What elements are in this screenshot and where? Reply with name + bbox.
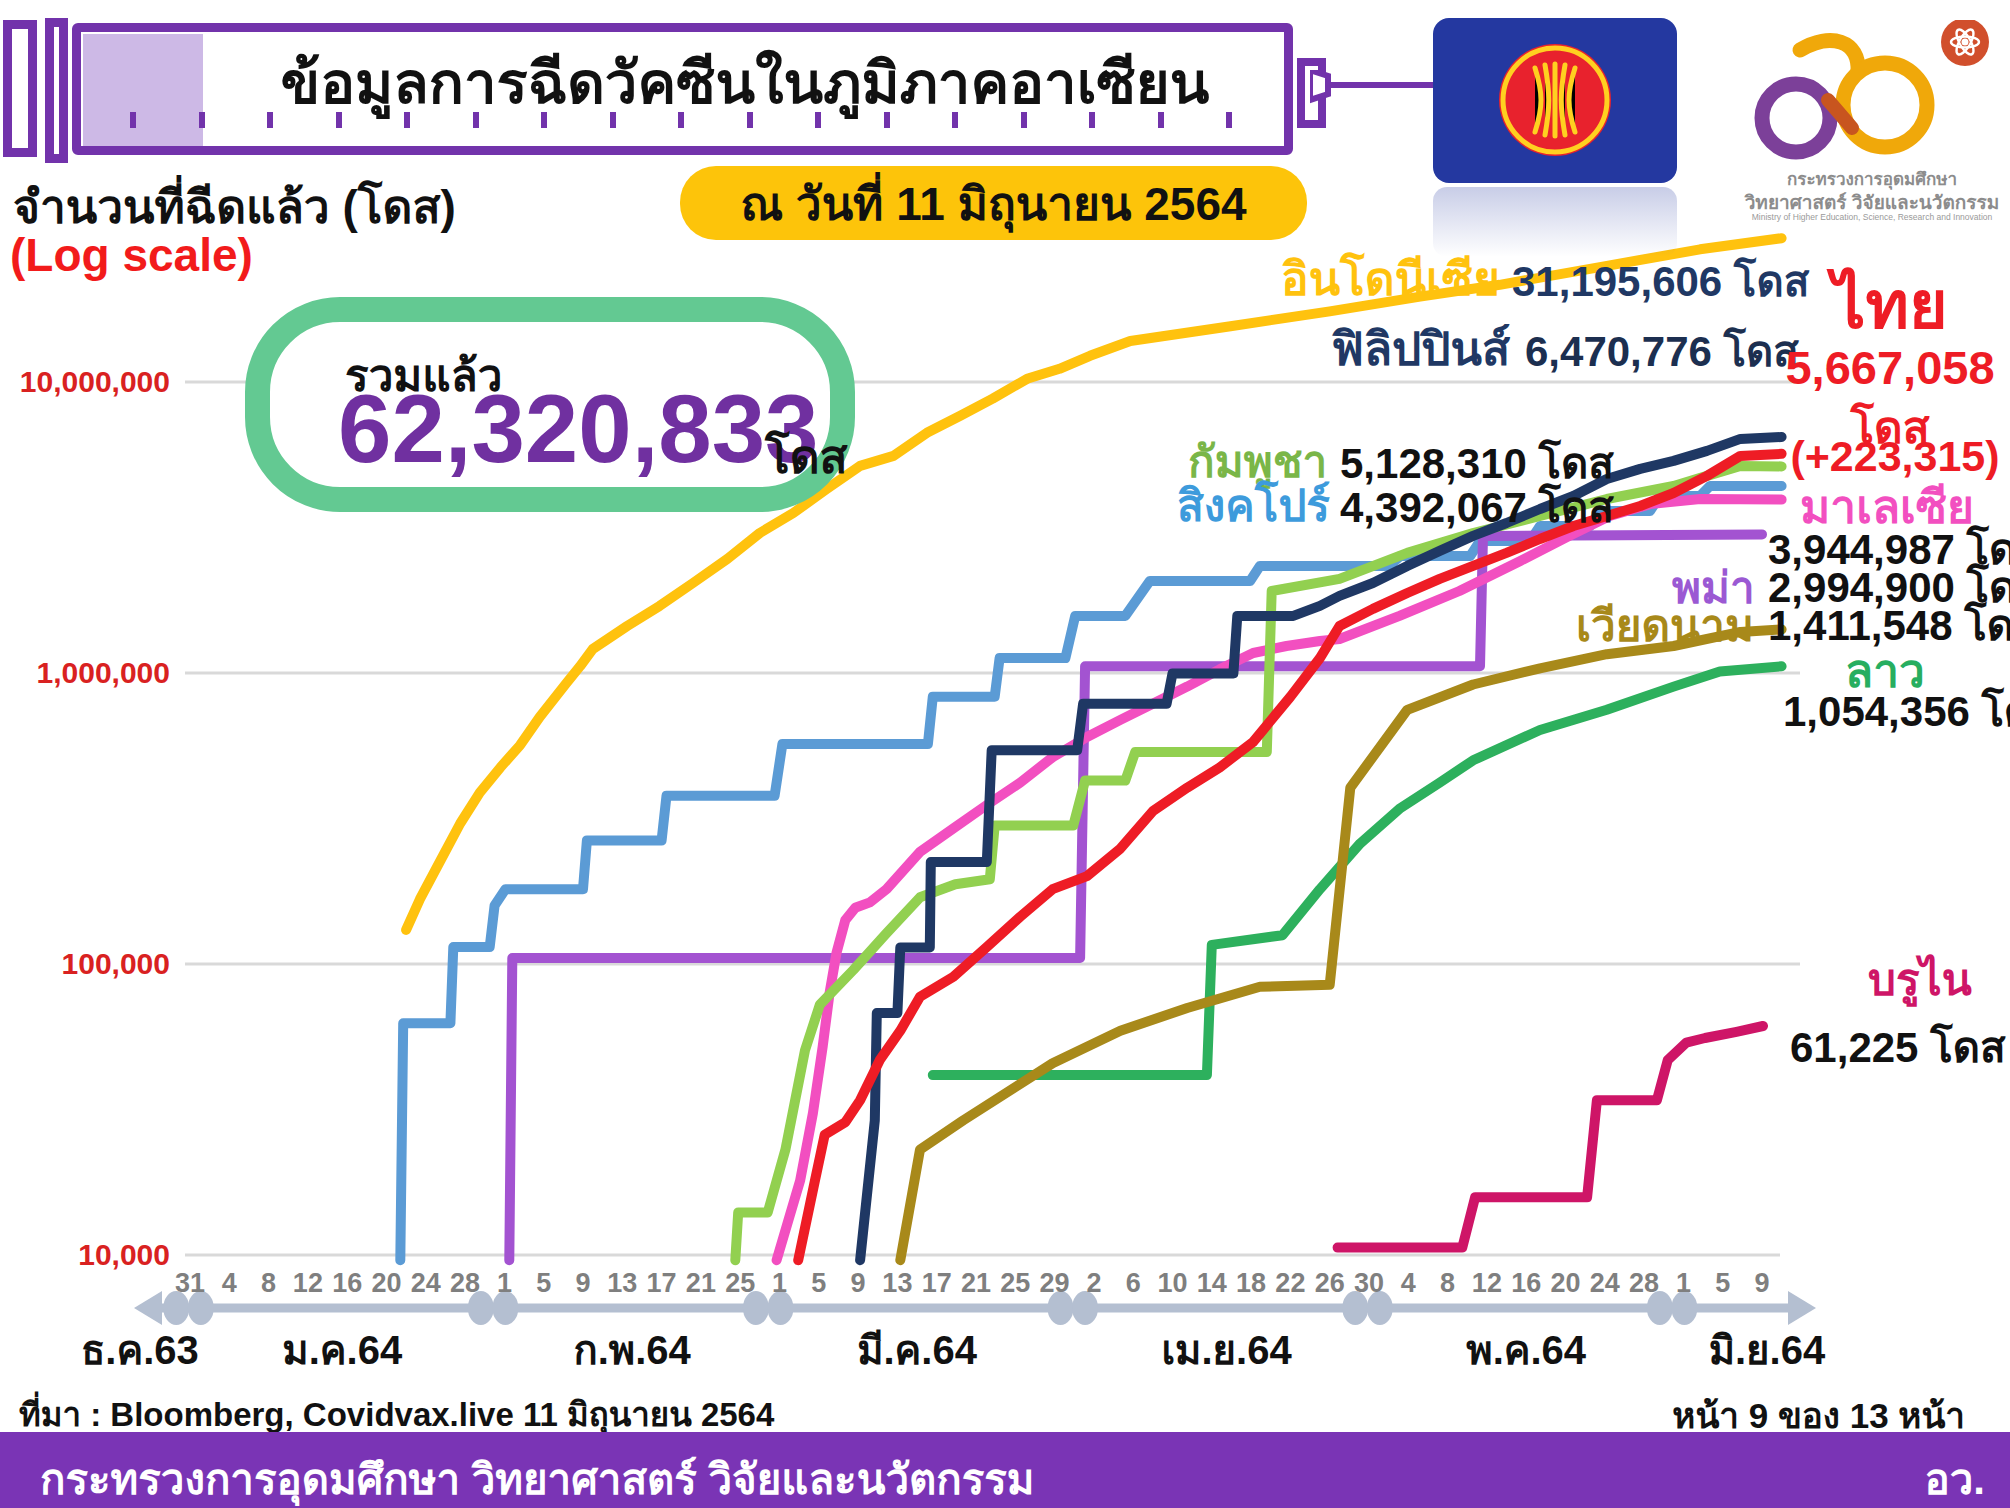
- label-philippines: ฟิลิปปินส์: [1110, 312, 1510, 385]
- syringe-plunger-end: [3, 20, 37, 157]
- syringe-plunger-rod: [45, 18, 68, 163]
- x-axis-tick: 8: [261, 1268, 276, 1299]
- philippines-name: ฟิลิปปินส์: [1331, 323, 1510, 375]
- x-axis-tick: 20: [1550, 1268, 1580, 1299]
- x-axis-tick: 4: [222, 1268, 237, 1299]
- y-axis-label: 10,000,000: [0, 365, 170, 399]
- x-axis-tick: 20: [371, 1268, 401, 1299]
- x-axis-tick: 9: [575, 1268, 590, 1299]
- total-box: รวมแล้ว 62,320,833 โดส: [245, 297, 855, 512]
- x-axis-month: ธ.ค.63: [81, 1318, 199, 1382]
- x-axis-tick: 6: [1126, 1268, 1141, 1299]
- x-axis-month: เม.ย.64: [1161, 1318, 1291, 1382]
- y-axis-subtitle: (Log scale): [10, 228, 253, 282]
- syringe-needle: [1310, 70, 1440, 110]
- syringe-graduation-tick: [130, 112, 136, 128]
- x-axis-tick: 1: [497, 1268, 512, 1299]
- x-axis-tick: 9: [851, 1268, 866, 1299]
- syringe-graduation-tick: [199, 112, 205, 128]
- x-axis-month: มี.ค.64: [857, 1318, 977, 1382]
- x-axis-tick: 16: [1511, 1268, 1541, 1299]
- x-axis-tick: 24: [1590, 1268, 1620, 1299]
- singapore-name: สิงคโปร์: [1177, 470, 1330, 540]
- x-axis-tick: 21: [961, 1268, 991, 1299]
- value-brunei: 61,225 โดส: [1790, 1014, 2006, 1080]
- x-axis-tick: 28: [1629, 1268, 1659, 1299]
- footer-text: กระทรวงการอุดมศึกษา วิทยาศาสตร์ วิจัยและ…: [40, 1446, 1035, 1508]
- x-axis-tick: 5: [1715, 1268, 1730, 1299]
- x-axis-tick: 12: [1472, 1268, 1502, 1299]
- x-axis-tick: 22: [1275, 1268, 1305, 1299]
- x-axis-tick: 30: [1354, 1268, 1384, 1299]
- x-axis-month: พ.ค.64: [1466, 1318, 1586, 1382]
- x-axis-tick: 13: [607, 1268, 637, 1299]
- x-axis-month: ก.พ.64: [573, 1318, 690, 1382]
- infographic-page: { "title": "ข้อมูลการฉีดวัคซีนในภูมิภาคอ…: [0, 0, 2010, 1508]
- x-axis-tick: 5: [811, 1268, 826, 1299]
- x-axis-tick: 17: [922, 1268, 952, 1299]
- x-axis-month: มิ.ย.64: [1709, 1318, 1826, 1382]
- y-axis-label: 100,000: [0, 947, 170, 981]
- total-value: 62,320,833: [338, 374, 818, 484]
- x-axis-tick: 18: [1236, 1268, 1266, 1299]
- date-badge: ณ วันที่ 11 มิถุนายน 2564: [680, 166, 1307, 240]
- value-indonesia: 31,195,606 โดส: [1512, 248, 1809, 314]
- x-axis-tick: 1: [772, 1268, 787, 1299]
- x-axis-tick: 13: [882, 1268, 912, 1299]
- mhesi-logo: [1740, 20, 2000, 170]
- vietnam-name: เวียดนาม: [1576, 590, 1754, 660]
- x-axis-tick: 9: [1754, 1268, 1769, 1299]
- x-axis-tick: 12: [293, 1268, 323, 1299]
- x-axis-tick: 16: [332, 1268, 362, 1299]
- x-axis-tick: 14: [1197, 1268, 1227, 1299]
- indonesia-name: อินโดนีเซีย: [1281, 253, 1500, 305]
- x-axis-tick: 25: [1000, 1268, 1030, 1299]
- footer-bar: กระทรวงการอุดมศึกษา วิทยาศาสตร์ วิจัยและ…: [0, 1432, 2010, 1508]
- value-philippines: 6,470,776 โดส: [1525, 318, 1799, 384]
- x-axis-tick: 31: [175, 1268, 205, 1299]
- x-axis-tick: 1: [1676, 1268, 1691, 1299]
- syringe-fill: [83, 34, 203, 146]
- y-axis-label: 1,000,000: [0, 656, 170, 690]
- x-axis-tick: 4: [1401, 1268, 1416, 1299]
- x-axis-tick: 8: [1440, 1268, 1455, 1299]
- x-axis-tick: 2: [1086, 1268, 1101, 1299]
- x-axis-tick: 5: [536, 1268, 551, 1299]
- value-laos: 1,054,356 โดส: [1783, 678, 2010, 744]
- x-axis-tick: 24: [411, 1268, 441, 1299]
- label-indonesia: อินโดนีเซีย: [1100, 242, 1500, 315]
- value-singapore: 4,392,067 โดส: [1340, 474, 1614, 540]
- x-axis-tick: 10: [1157, 1268, 1187, 1299]
- x-axis-tick: 29: [1040, 1268, 1070, 1299]
- x-axis-month: ม.ค.64: [282, 1318, 402, 1382]
- y-axis-label: 10,000: [0, 1238, 170, 1272]
- asean-emblem: [1493, 38, 1617, 162]
- total-unit: โดส: [765, 420, 848, 493]
- date-badge-text: ณ วันที่ 11 มิถุนายน 2564: [740, 167, 1246, 240]
- x-axis-tick: 21: [686, 1268, 716, 1299]
- x-axis-tick: 25: [725, 1268, 755, 1299]
- page-title: ข้อมูลการฉีดวัคซีนในภูมิภาคอาเซียน: [210, 36, 1280, 129]
- footer-abbr: อว.: [1870, 1446, 1985, 1508]
- mhesi-text-line3: Ministry of Higher Education, Science, R…: [1740, 212, 2004, 222]
- x-axis-tick: 26: [1315, 1268, 1345, 1299]
- brunei-name: บรูไน: [1868, 944, 1972, 1014]
- value-thailand: 5,667,058: [1780, 340, 2000, 395]
- x-axis-tick: 17: [647, 1268, 677, 1299]
- x-axis-tick: 28: [450, 1268, 480, 1299]
